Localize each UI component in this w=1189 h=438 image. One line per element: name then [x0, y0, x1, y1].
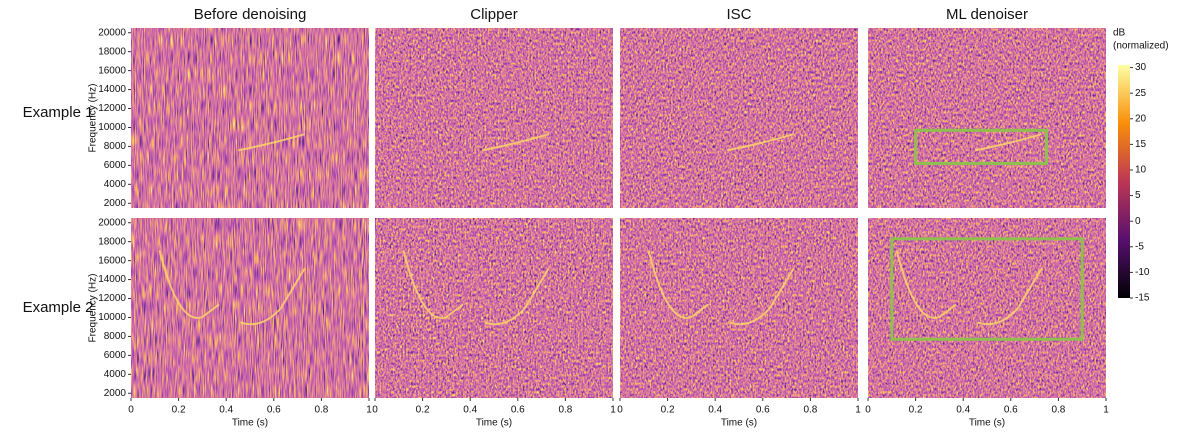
- y-tick-label: 2000: [104, 388, 127, 399]
- x-tick-label: 0.2: [172, 405, 186, 416]
- x-tick-label: 0.4: [956, 405, 970, 416]
- y-tick-label: 4000: [104, 179, 127, 190]
- y-tick-label: 8000: [104, 141, 127, 152]
- spectrogram-noise: [620, 218, 858, 398]
- y-tick-label: 20000: [98, 217, 126, 228]
- colorbar-tick-label: 25: [1135, 88, 1147, 99]
- colorbar-tick-label: 30: [1135, 62, 1147, 73]
- x-axis-label: Time (s): [969, 418, 1005, 429]
- x-tick-label: 1: [610, 405, 616, 416]
- y-tick-label: 18000: [98, 46, 126, 57]
- y-tick-label: 10000: [98, 312, 126, 323]
- whistle-trace: [402, 250, 550, 326]
- y-axis-label: Frequency (Hz): [88, 84, 99, 153]
- y-tick-label: 8000: [104, 331, 127, 342]
- spectrogram-noise: [131, 28, 369, 208]
- colorbar-tick-label: 5: [1135, 190, 1141, 201]
- x-tick-label: 0.6: [756, 405, 770, 416]
- colorbar-tick-label: 0: [1135, 216, 1141, 227]
- x-tick-label: 0.2: [416, 405, 430, 416]
- x-tick-label: 0.8: [314, 405, 328, 416]
- spectrogram-noise: [375, 218, 613, 398]
- x-tick-label: 0.8: [558, 405, 572, 416]
- spectrogram-noise: [868, 218, 1106, 398]
- x-tick-label: 1: [1103, 405, 1109, 416]
- colorbar-tick-label: -5: [1135, 241, 1144, 252]
- x-tick-label: 0: [865, 405, 871, 416]
- spectrogram-noise: [868, 28, 1106, 208]
- whistle-trace: [647, 250, 795, 326]
- row-label: Example 1: [23, 104, 94, 121]
- y-tick-label: 6000: [104, 160, 127, 171]
- whistle-trace: [974, 133, 1043, 152]
- y-tick-label: 4000: [104, 369, 127, 380]
- column-title: ISC: [726, 6, 751, 23]
- highlight-box: [914, 128, 1048, 165]
- y-tick-label: 20000: [98, 27, 126, 38]
- y-tick-label: 14000: [98, 84, 126, 95]
- whistle-trace: [895, 250, 1043, 326]
- x-tick-label: 0: [128, 405, 134, 416]
- column-title: Clipper: [470, 6, 518, 23]
- y-tick-label: 16000: [98, 255, 126, 266]
- row-label: Example 2: [23, 299, 94, 316]
- x-tick-label: 0.8: [1051, 405, 1065, 416]
- spectrogram-noise: [131, 218, 369, 398]
- column-title: Before denoising: [194, 6, 307, 23]
- y-tick-label: 12000: [98, 293, 126, 304]
- y-tick-label: 12000: [98, 103, 126, 114]
- colorbar-tick-label: -10: [1135, 267, 1150, 278]
- y-tick-label: 14000: [98, 274, 126, 285]
- colorbar-tick-label: 15: [1135, 139, 1147, 150]
- colorbar-tick-label: -15: [1135, 293, 1150, 304]
- whistle-trace: [158, 250, 306, 326]
- whistle-trace: [481, 133, 550, 152]
- colorbar-tick-label: 20: [1135, 113, 1147, 124]
- x-tick-label: 0.6: [511, 405, 525, 416]
- column-title: ML denoiser: [946, 6, 1028, 23]
- x-tick-label: 0.4: [708, 405, 722, 416]
- x-tick-label: 1: [366, 405, 372, 416]
- x-axis-label: Time (s): [232, 418, 268, 429]
- x-tick-label: 0.6: [267, 405, 281, 416]
- y-tick-label: 18000: [98, 236, 126, 247]
- x-tick-label: 0.4: [219, 405, 233, 416]
- y-tick-label: 2000: [104, 198, 127, 209]
- x-tick-label: 0.6: [1004, 405, 1018, 416]
- colorbar: [1118, 65, 1130, 298]
- spectrogram-noise: [620, 28, 858, 208]
- colorbar-tick-label: 10: [1135, 165, 1147, 176]
- x-tick-label: 0: [372, 405, 378, 416]
- y-tick-label: 6000: [104, 350, 127, 361]
- x-tick-label: 0: [617, 405, 623, 416]
- x-tick-label: 0.4: [463, 405, 477, 416]
- x-tick-label: 0.8: [803, 405, 817, 416]
- spectrogram-noise: [375, 28, 613, 208]
- y-axis-label: Frequency (Hz): [88, 274, 99, 343]
- colorbar-label: (normalized): [1113, 41, 1169, 52]
- y-tick-label: 10000: [98, 122, 126, 133]
- whistle-trace: [726, 133, 795, 152]
- colorbar-label: dB: [1113, 28, 1126, 39]
- x-tick-label: 0.2: [661, 405, 675, 416]
- x-tick-label: 0.2: [909, 405, 923, 416]
- whistle-trace: [237, 133, 306, 152]
- highlight-box: [890, 237, 1084, 341]
- x-axis-label: Time (s): [476, 418, 512, 429]
- x-axis-label: Time (s): [721, 418, 757, 429]
- x-tick-label: 1: [855, 405, 861, 416]
- y-tick-label: 16000: [98, 65, 126, 76]
